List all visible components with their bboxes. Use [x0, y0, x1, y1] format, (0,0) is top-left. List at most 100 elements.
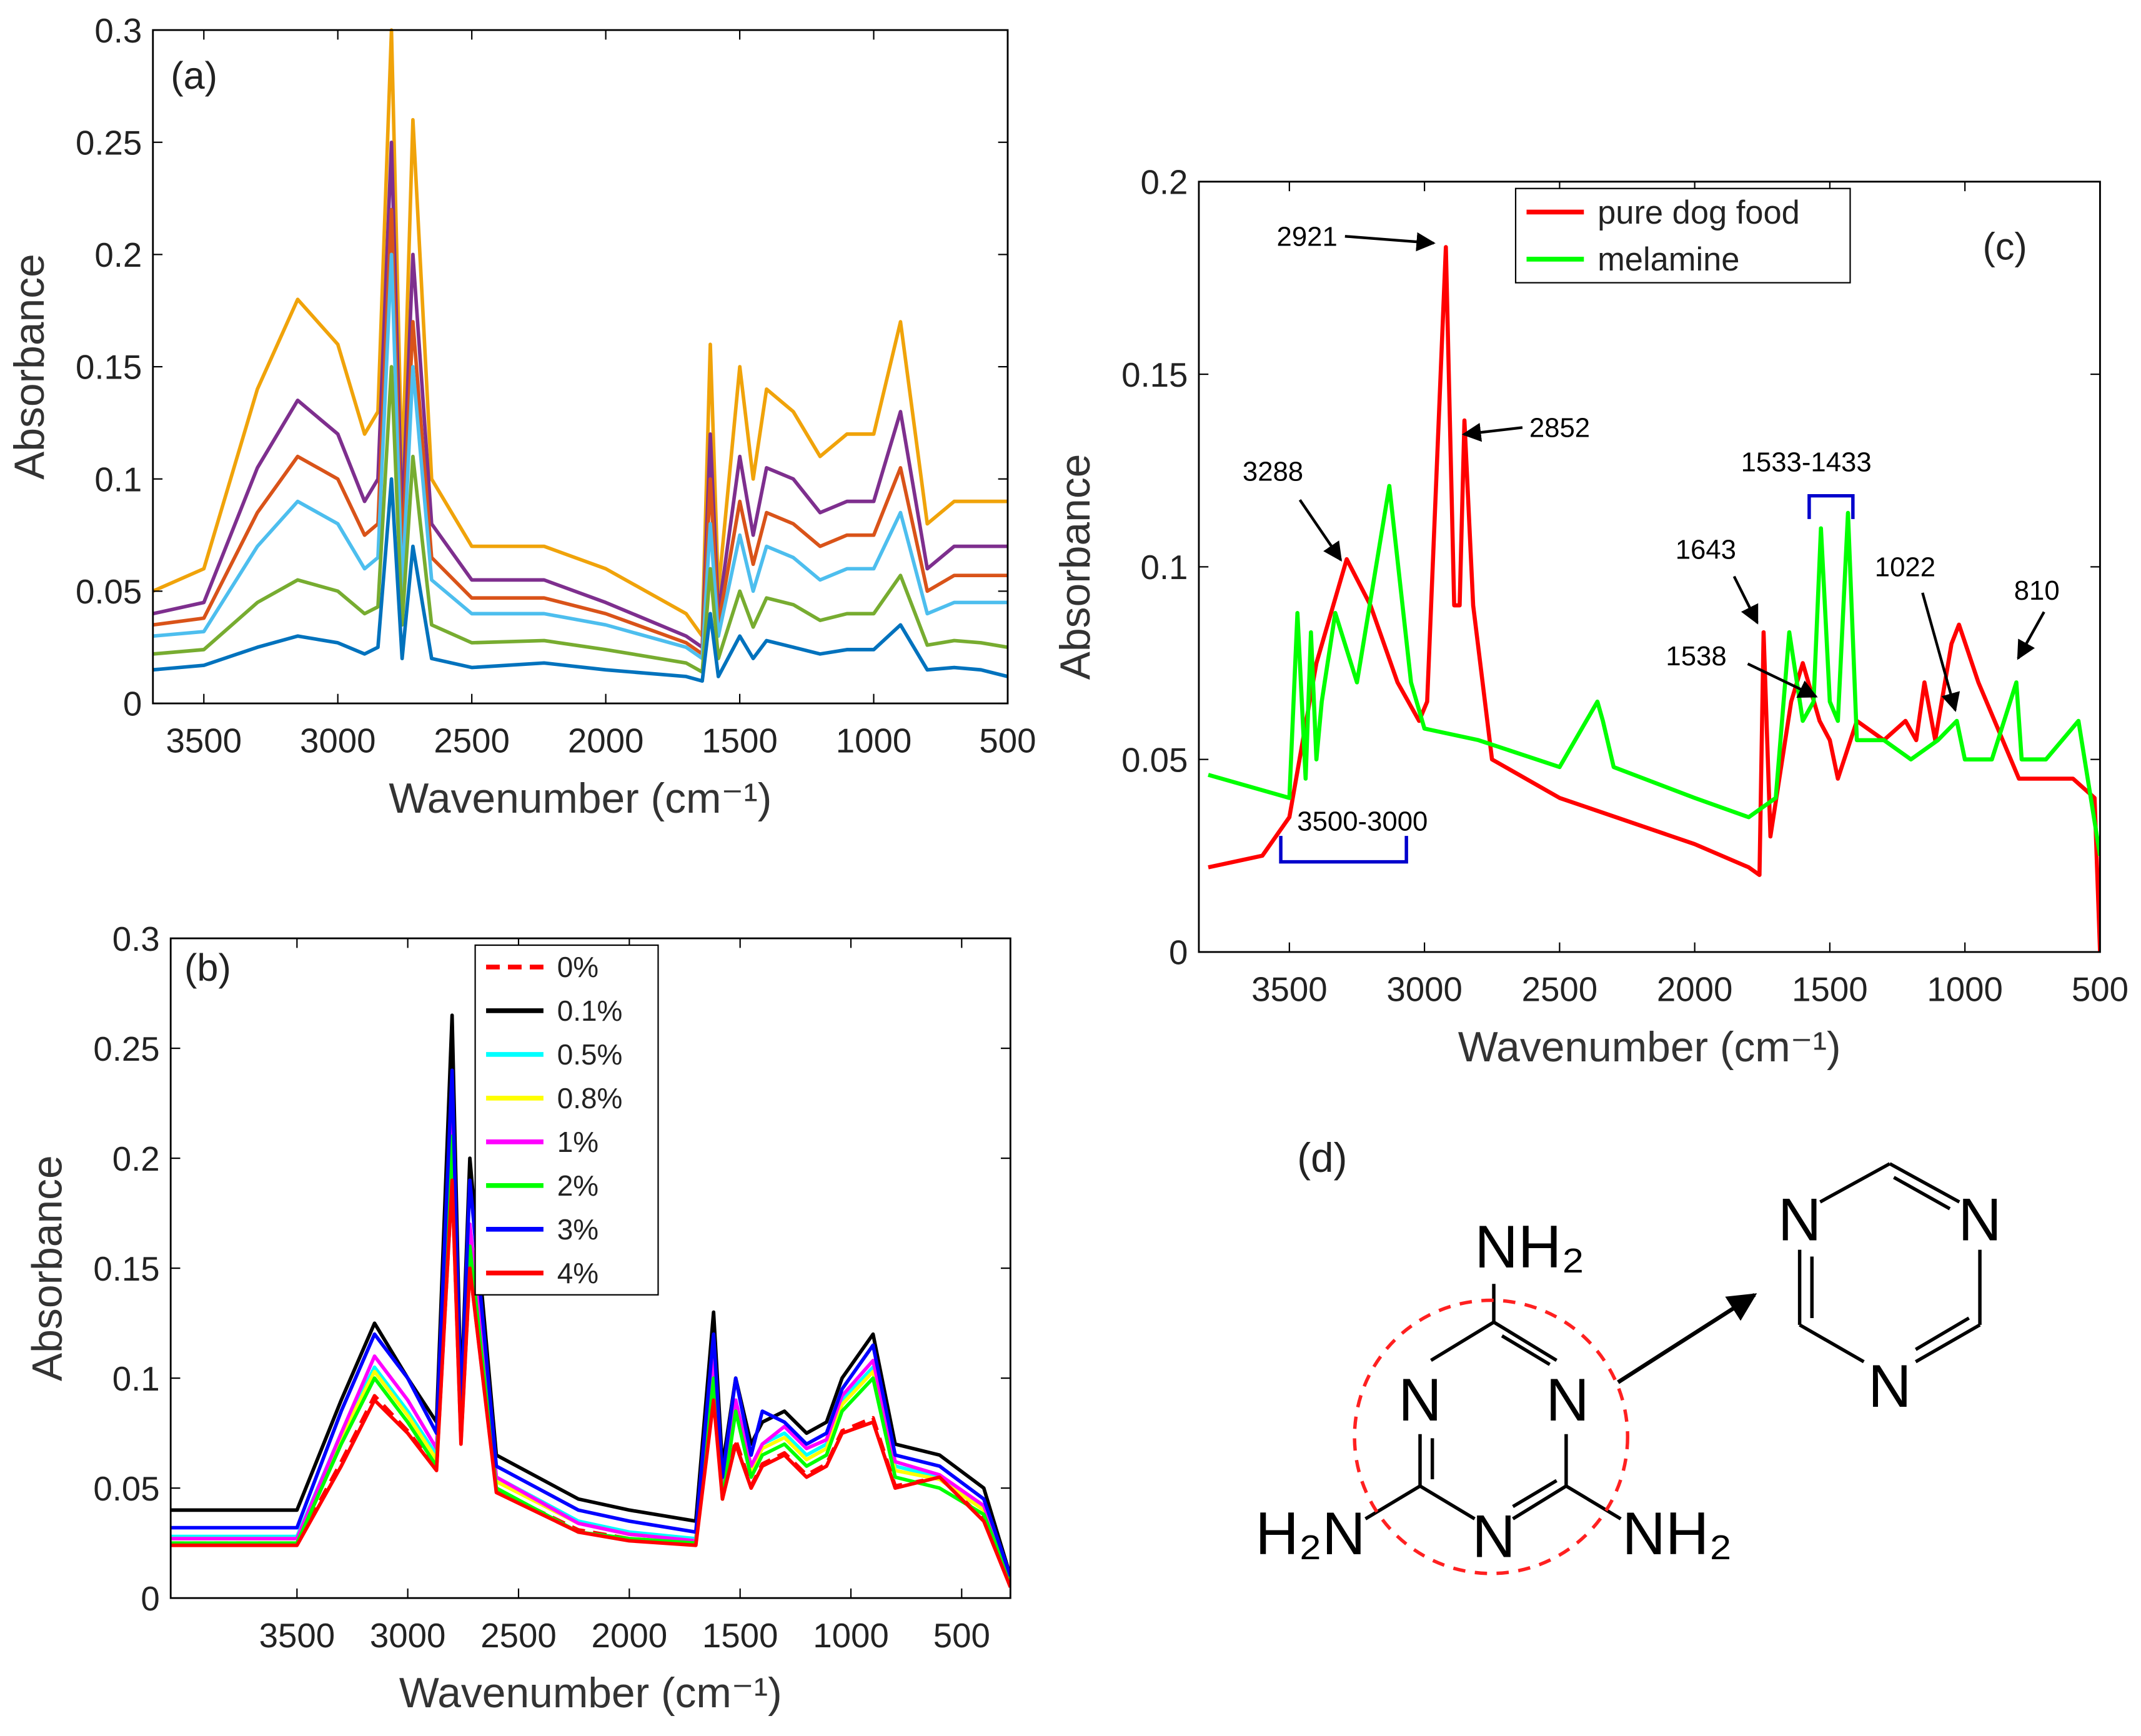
y-tick-label: 0.2 — [94, 236, 142, 274]
series-line — [171, 1134, 1011, 1582]
y-tick-label: 0 — [141, 1580, 159, 1618]
ring-highlight — [1353, 1298, 1629, 1575]
series-line — [152, 207, 1008, 656]
legend-label: pure dog food — [1597, 195, 1800, 231]
chart-panel: 0 0.05 0.1 0.15 0.2 0.25 0.3 3500 3000 2500 2000 15… — [6, 12, 1036, 822]
x-tick-label: 500 — [933, 1617, 990, 1655]
y-tick-label: 0.25 — [76, 124, 142, 162]
x-tick-label: 3000 — [1386, 971, 1463, 1009]
y-tick-label: 0 — [123, 685, 142, 723]
annotation: 1538 — [1666, 641, 1726, 672]
y-tick-label: 0.15 — [76, 349, 142, 387]
y-axis-label: Absorbance — [6, 254, 53, 480]
y-tick-label: 0.05 — [1121, 741, 1188, 779]
legend: pure dog food melamine — [1514, 187, 1851, 284]
x-tick-label: 1000 — [1927, 971, 2003, 1009]
legend-label: 1% — [557, 1126, 599, 1158]
legend-box — [1514, 187, 1851, 284]
series-group — [171, 1013, 1011, 1588]
panel-label: (a) — [171, 54, 217, 97]
x-tick-label: 1500 — [702, 1617, 778, 1655]
series-group — [152, 28, 1008, 683]
y-tick-label: 0.25 — [93, 1030, 159, 1068]
y-tick-label: 0.15 — [1121, 356, 1188, 394]
x-tick-label: 3500 — [259, 1617, 335, 1655]
atom: NH₂ — [1474, 1214, 1584, 1281]
y-tick-label: 0.3 — [112, 920, 160, 958]
series-line — [152, 28, 1008, 638]
structure-panel: (d) NH₂ N N — [1255, 1135, 2002, 1575]
atom: H₂N — [1255, 1500, 1365, 1567]
x-tick-label: 2500 — [480, 1617, 557, 1655]
x-tick-label: 2000 — [568, 722, 644, 760]
y-tick-label: 0.2 — [112, 1140, 160, 1178]
y-tick-label: 0.1 — [94, 460, 142, 498]
annotation-arrow — [1732, 575, 1759, 625]
series-line — [152, 365, 1008, 674]
y-axis-label: Absorbance — [1052, 454, 1099, 680]
series-line — [1208, 245, 2100, 952]
annotation: 3500-3000 — [1297, 806, 1428, 836]
legend-label: melamine — [1597, 242, 1739, 278]
x-tick-label: 2500 — [1522, 971, 1598, 1009]
y-tick-label: 0.15 — [93, 1250, 159, 1288]
x-tick-label: 500 — [979, 722, 1036, 760]
panel-label: (d) — [1297, 1135, 1347, 1181]
legend-label: 4% — [557, 1257, 599, 1289]
annotation-arrow — [1747, 662, 1818, 698]
annotation: 3288 — [1243, 457, 1303, 487]
x-tick-label: 2000 — [1657, 971, 1733, 1009]
x-tick-label: 3500 — [1251, 971, 1328, 1009]
panel-label: (b) — [184, 946, 231, 989]
legend: 0% 0.1% 0.5% 0.8% 1% 2% 3% 4% — [474, 944, 659, 1296]
x-tick-label: 2000 — [592, 1617, 668, 1655]
panel-label: (c) — [1982, 225, 2027, 267]
annotation: 1643 — [1676, 534, 1736, 565]
series-group — [1208, 245, 2100, 952]
annotation: 1533-1433 — [1741, 447, 1872, 477]
legend-label: 0.8% — [557, 1082, 623, 1114]
y-axis-label: Absorbance — [24, 1155, 71, 1381]
annotation-arrow — [2017, 611, 2045, 660]
series-line — [171, 1178, 1011, 1588]
y-tick-label: 0 — [1169, 934, 1188, 972]
atom: N — [1778, 1186, 1821, 1253]
annotation: 2921 — [1277, 222, 1338, 252]
y-tick-label: 0.05 — [76, 573, 142, 611]
x-axis-label: Wavenumber (cm⁻¹) — [389, 775, 772, 822]
annotation-arrow — [1921, 592, 1960, 712]
x-tick-label: 500 — [2072, 971, 2129, 1009]
legend-label: 3% — [557, 1213, 599, 1246]
atom: N — [1958, 1186, 2001, 1253]
x-axis-label: Wavenumber (cm⁻¹) — [399, 1670, 782, 1717]
y-tick-label: 0.3 — [94, 12, 142, 50]
x-tick-label: 3000 — [370, 1617, 446, 1655]
annotation-arrow — [1461, 422, 1523, 442]
annotation-bracket — [1279, 836, 1408, 864]
x-tick-label: 3500 — [166, 722, 242, 760]
legend-label: 0.1% — [557, 994, 623, 1027]
atom: N — [1472, 1504, 1515, 1570]
x-tick-label: 1500 — [1792, 971, 1868, 1009]
x-axis-label: Wavenumber (cm⁻¹) — [1458, 1024, 1841, 1071]
x-tick-label: 1000 — [836, 722, 912, 760]
x-tick-label: 3000 — [300, 722, 376, 760]
y-tick-label: 0.1 — [112, 1360, 160, 1398]
triazine-bonds — [1797, 1162, 1982, 1364]
atom: N — [1398, 1367, 1441, 1434]
y-tick-label: 0.05 — [93, 1470, 159, 1508]
x-tick-label: 2500 — [434, 722, 510, 760]
atom: N — [1868, 1353, 1911, 1420]
chart-panel: 0 0.05 0.1 0.15 0.2 0.25 0.3 3500 3000 2500 2000 15… — [24, 920, 1011, 1717]
melamine-bonds — [1364, 1284, 1622, 1520]
legend-box — [474, 944, 659, 1296]
annotation-arrow — [1344, 232, 1436, 252]
series-line — [171, 1068, 1011, 1577]
chart-panel: 0 0.05 0.1 0.15 0.2 3500 3000 2500 2000 1500 1000 5… — [1052, 163, 2129, 1070]
atom: NH₂ — [1622, 1500, 1732, 1567]
y-tick-label: 0.2 — [1141, 163, 1188, 201]
legend-label: 2% — [557, 1169, 599, 1202]
atom: N — [1546, 1367, 1589, 1434]
annotation: 1022 — [1875, 552, 1935, 583]
